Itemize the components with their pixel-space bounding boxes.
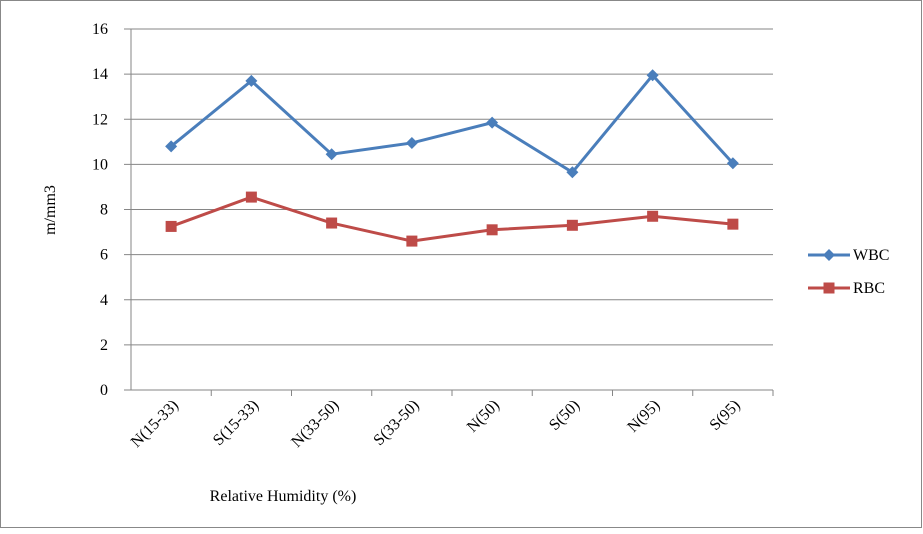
y-tick-label: 0 [100, 382, 108, 399]
y-tick-label: 4 [100, 292, 108, 309]
diamond-marker [165, 140, 178, 153]
diamond-marker [823, 249, 835, 261]
series-line [170, 195, 734, 243]
y-tick-label: 12 [92, 111, 108, 128]
x-axis-title: Relative Humidity (%) [210, 488, 357, 505]
y-tick-label: 8 [100, 202, 108, 219]
square-marker [727, 218, 739, 230]
square-marker [647, 210, 659, 222]
square-marker [406, 235, 418, 247]
legend-label: WBC [853, 247, 889, 264]
diamond-marker [325, 148, 338, 161]
diamond-marker [726, 157, 739, 170]
y-tick-label: 14 [92, 66, 108, 83]
diamond-marker [245, 74, 258, 87]
diamond-marker [405, 136, 418, 149]
y-tick-label: 2 [100, 337, 108, 354]
diamond-marker [646, 69, 659, 82]
diamond-marker [486, 116, 499, 129]
square-marker [326, 217, 338, 229]
y-tick-label: 6 [100, 247, 108, 264]
diamond-marker [566, 166, 579, 179]
square-marker [165, 220, 177, 232]
square-marker [566, 219, 578, 231]
y-axis-title: m/mm3 [42, 185, 59, 235]
legend-label: RBC [853, 280, 885, 297]
square-marker [486, 224, 498, 236]
series-line [170, 72, 734, 175]
square-marker [245, 191, 257, 203]
y-tick-label: 10 [92, 156, 108, 173]
y-tick-label: 16 [92, 21, 108, 38]
square-marker [823, 282, 835, 294]
